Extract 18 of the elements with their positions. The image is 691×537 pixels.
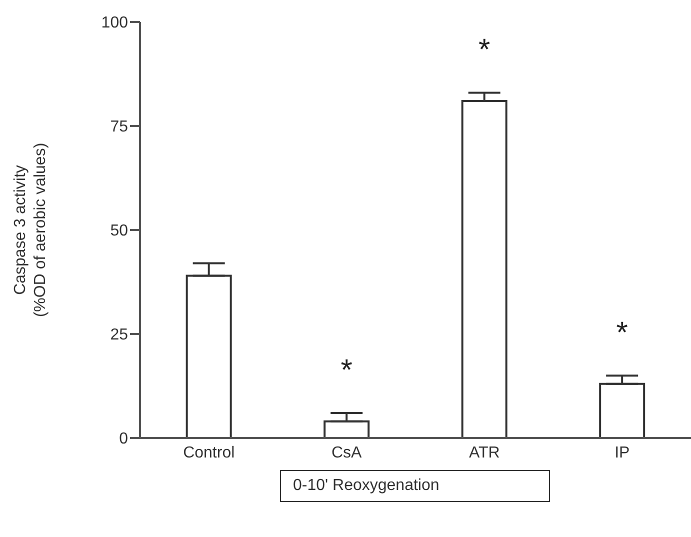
annotation: * [478,34,491,67]
bar [324,420,370,438]
x-tick-label: CsA [332,444,362,462]
x-tick-label: IP [614,444,630,462]
y-tick-label: 100 [101,14,128,32]
bar [186,274,232,438]
y-tick-label: 50 [110,222,128,240]
y-tick-label: 25 [110,326,128,344]
y-tick-label: 0 [119,430,128,448]
bar [599,382,646,438]
x-tick-label: Control [183,444,235,462]
x-tick-label: ATR [468,444,500,462]
annotation: * [340,354,353,388]
text: 0-10' Reoxygenation [280,470,550,502]
y-axis-title: Caspase 3 activity (%OD of aerobic values) [12,142,49,318]
annotation: * [616,316,628,350]
y-tick-label: 75 [110,118,128,136]
bar [461,100,508,438]
